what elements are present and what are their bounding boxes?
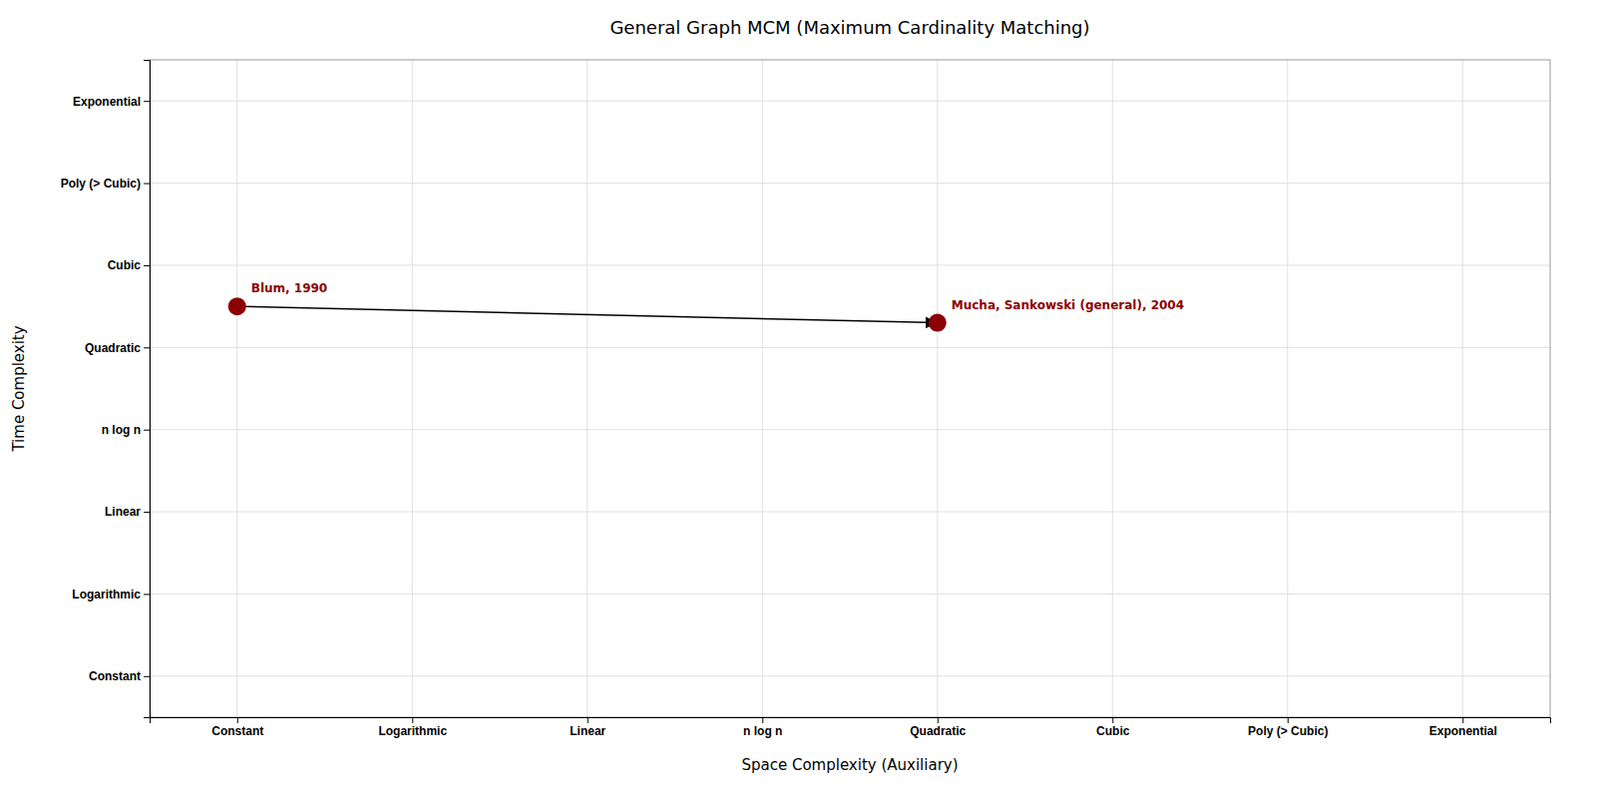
y-tick-label: Linear bbox=[104, 504, 141, 519]
plot-frame bbox=[149, 59, 1551, 718]
x-axis-domain bbox=[150, 718, 1552, 725]
x-tick: Cubic bbox=[1096, 717, 1131, 739]
y-grid-line bbox=[149, 100, 1551, 102]
y-tick-mark bbox=[143, 593, 150, 595]
y-tick-label: Cubic bbox=[107, 258, 142, 273]
x-grid-line bbox=[586, 59, 588, 718]
point-label: Mucha, Sankowski (general), 2004 bbox=[951, 298, 1185, 313]
grid bbox=[149, 59, 1551, 718]
x-tick-label: Linear bbox=[569, 724, 606, 739]
y-tick: Constant bbox=[88, 669, 150, 684]
x-grid-line bbox=[1286, 59, 1288, 718]
x-tick: Poly (> Cubic) bbox=[1247, 717, 1328, 739]
x-grid-line bbox=[762, 59, 764, 718]
x-tick-label: Poly (> Cubic) bbox=[1247, 724, 1328, 739]
y-tick-label: Quadratic bbox=[84, 341, 141, 356]
x-tick: Linear bbox=[569, 717, 606, 739]
x-tick-label: Constant bbox=[211, 724, 264, 739]
point bbox=[228, 297, 247, 316]
x-grid-line bbox=[411, 59, 413, 718]
y-tick: Linear bbox=[104, 504, 150, 519]
y-tick-label: n log n bbox=[101, 422, 141, 437]
y-grid-line bbox=[149, 675, 1551, 677]
y-tick: Quadratic bbox=[84, 341, 150, 356]
x-tick-mark bbox=[1112, 717, 1114, 724]
y-tick-mark bbox=[143, 183, 150, 185]
y-axis-domain bbox=[143, 60, 151, 719]
y-axis: Constant Logarithmic Linear n log n Quadrati… bbox=[60, 60, 151, 719]
x-tick-label: Quadratic bbox=[909, 724, 966, 739]
x-tick-label: Cubic bbox=[1096, 724, 1131, 739]
y-tick-mark bbox=[143, 265, 150, 267]
point-label: Blum, 1990 bbox=[251, 281, 328, 296]
x-tick: Quadratic bbox=[909, 717, 966, 739]
x-tick-label: Logarithmic bbox=[378, 724, 447, 739]
y-tick-mark bbox=[143, 676, 150, 678]
y-tick-label: Logarithmic bbox=[71, 587, 141, 602]
x-tick-mark bbox=[937, 717, 939, 724]
y-tick: Exponential bbox=[72, 94, 150, 109]
y-tick-mark bbox=[143, 429, 150, 431]
point bbox=[928, 314, 947, 333]
x-tick-mark bbox=[1287, 717, 1289, 724]
x-tick: n log n bbox=[743, 717, 783, 739]
y-grid-line bbox=[149, 593, 1551, 595]
marks bbox=[228, 297, 947, 332]
y-tick-mark bbox=[143, 511, 150, 513]
y-tick: Logarithmic bbox=[71, 587, 150, 602]
x-axis-title: Space Complexity (Auxiliary) bbox=[741, 756, 958, 775]
y-tick-label: Constant bbox=[88, 669, 141, 684]
x-axis: Constant Logarithmic Linear n log n Quadrati… bbox=[150, 717, 1552, 739]
x-tick-mark bbox=[237, 717, 239, 724]
chart: Constant Logarithmic Linear n log n Quadrati… bbox=[0, 0, 1600, 792]
title: General Graph MCM (Maximum Cardinality M… bbox=[609, 16, 1090, 38]
y-axis-title: Time Complexity bbox=[9, 325, 28, 452]
y-grid-line bbox=[149, 511, 1551, 513]
x-tick: Exponential bbox=[1429, 717, 1498, 739]
y-tick-label: Exponential bbox=[72, 94, 141, 109]
y-tick: Poly (> Cubic) bbox=[60, 176, 150, 191]
x-tick-label: Exponential bbox=[1429, 724, 1498, 739]
plot: Constant Logarithmic Linear n log n Quadrati… bbox=[60, 59, 1552, 739]
point-labels: Blum, 1990 Mucha, Sankowski (general), 20… bbox=[251, 281, 1185, 312]
x-tick-mark bbox=[1462, 717, 1464, 724]
x-tick-label: n log n bbox=[743, 724, 783, 739]
x-tick-mark bbox=[587, 717, 589, 724]
x-tick: Logarithmic bbox=[378, 717, 447, 739]
y-grid-line bbox=[149, 264, 1551, 266]
y-tick: n log n bbox=[101, 422, 150, 437]
x-grid-line bbox=[236, 59, 238, 718]
y-tick-mark bbox=[143, 347, 150, 349]
arrow bbox=[237, 306, 938, 323]
y-tick-label: Poly (> Cubic) bbox=[60, 176, 141, 191]
y-grid-line bbox=[149, 347, 1551, 349]
x-tick-mark bbox=[762, 717, 764, 724]
x-grid-line bbox=[1462, 59, 1464, 718]
y-tick: Cubic bbox=[107, 258, 150, 273]
y-tick-mark bbox=[143, 100, 150, 102]
y-grid-line bbox=[149, 428, 1551, 430]
x-grid-line bbox=[936, 59, 938, 718]
x-tick-mark bbox=[411, 717, 413, 724]
y-grid-line bbox=[149, 182, 1551, 184]
x-tick: Constant bbox=[211, 717, 264, 739]
x-grid-line bbox=[1112, 59, 1114, 718]
